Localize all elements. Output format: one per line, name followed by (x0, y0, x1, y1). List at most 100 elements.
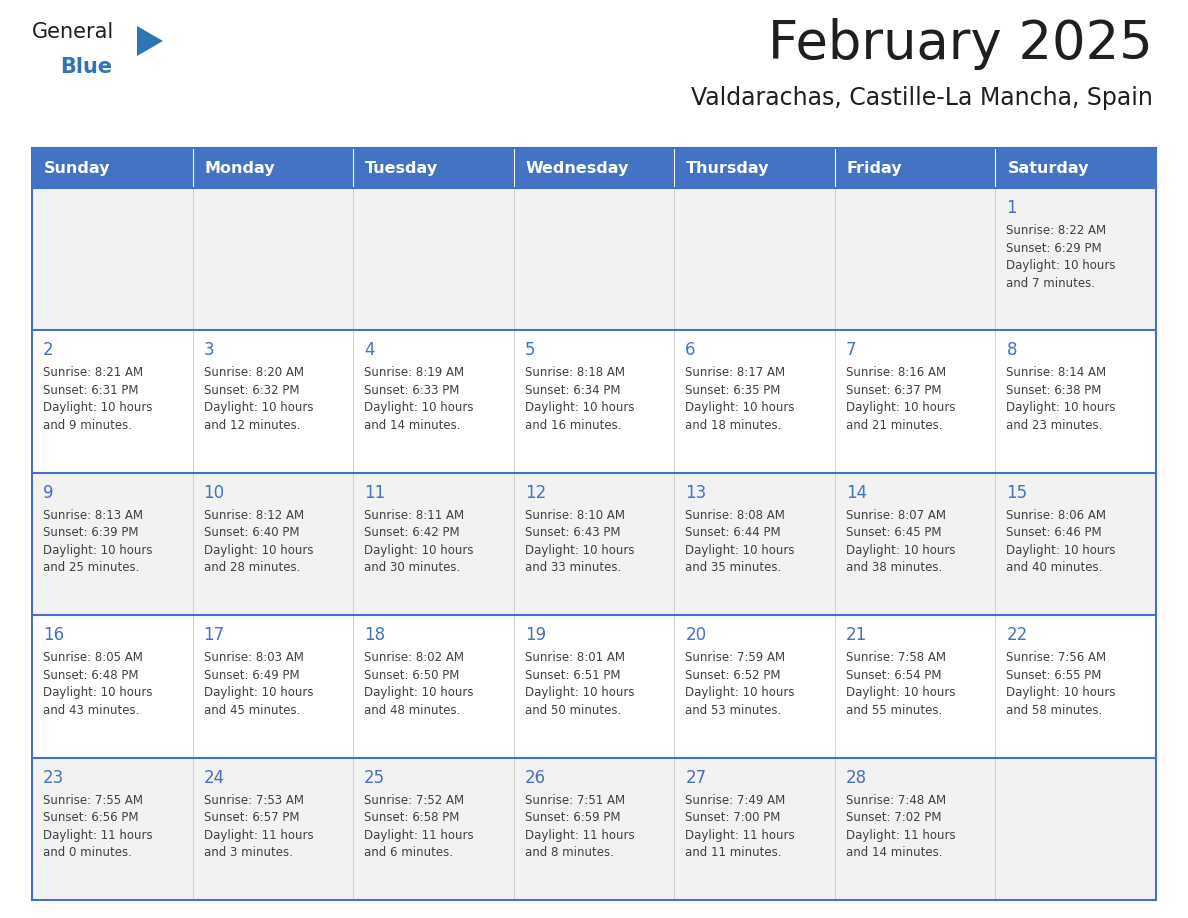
Text: Sunset: 6:54 PM: Sunset: 6:54 PM (846, 668, 941, 682)
Text: 18: 18 (365, 626, 385, 644)
Text: 20: 20 (685, 626, 707, 644)
Text: 11: 11 (365, 484, 385, 502)
Text: and 50 minutes.: and 50 minutes. (525, 704, 621, 717)
Text: 25: 25 (365, 768, 385, 787)
Bar (32, 757, 1156, 900)
Text: 24: 24 (203, 768, 225, 787)
Text: Daylight: 11 hours: Daylight: 11 hours (365, 829, 474, 842)
Text: Sunrise: 7:51 AM: Sunrise: 7:51 AM (525, 793, 625, 807)
Text: and 9 minutes.: and 9 minutes. (43, 419, 132, 431)
Text: 4: 4 (365, 341, 374, 360)
Text: and 12 minutes.: and 12 minutes. (203, 419, 301, 431)
Bar (32, 615, 1156, 757)
Bar (32, 148, 1156, 188)
Text: 27: 27 (685, 768, 707, 787)
Text: Sunset: 6:42 PM: Sunset: 6:42 PM (365, 526, 460, 539)
Text: and 8 minutes.: and 8 minutes. (525, 846, 613, 859)
Text: Sunrise: 8:08 AM: Sunrise: 8:08 AM (685, 509, 785, 521)
Text: Sunday: Sunday (44, 161, 110, 175)
Text: Daylight: 10 hours: Daylight: 10 hours (203, 401, 314, 414)
Text: Daylight: 10 hours: Daylight: 10 hours (43, 401, 152, 414)
Text: Sunrise: 8:16 AM: Sunrise: 8:16 AM (846, 366, 946, 379)
Text: Daylight: 10 hours: Daylight: 10 hours (365, 401, 474, 414)
Text: Blue: Blue (61, 57, 112, 77)
Text: Sunrise: 8:13 AM: Sunrise: 8:13 AM (43, 509, 143, 521)
Text: Saturday: Saturday (1007, 161, 1089, 175)
Text: Daylight: 10 hours: Daylight: 10 hours (365, 543, 474, 557)
Text: and 48 minutes.: and 48 minutes. (365, 704, 461, 717)
Text: Daylight: 10 hours: Daylight: 10 hours (685, 686, 795, 700)
Text: and 40 minutes.: and 40 minutes. (1006, 561, 1102, 575)
Text: Sunset: 6:31 PM: Sunset: 6:31 PM (43, 384, 139, 397)
Text: 17: 17 (203, 626, 225, 644)
Text: Sunrise: 8:07 AM: Sunrise: 8:07 AM (846, 509, 946, 521)
Text: Sunset: 6:43 PM: Sunset: 6:43 PM (525, 526, 620, 539)
Text: Sunset: 6:35 PM: Sunset: 6:35 PM (685, 384, 781, 397)
Text: and 58 minutes.: and 58 minutes. (1006, 704, 1102, 717)
Text: Sunset: 6:29 PM: Sunset: 6:29 PM (1006, 241, 1102, 254)
Text: Daylight: 11 hours: Daylight: 11 hours (43, 829, 152, 842)
Text: and 53 minutes.: and 53 minutes. (685, 704, 782, 717)
Text: Sunrise: 8:14 AM: Sunrise: 8:14 AM (1006, 366, 1106, 379)
Text: Sunrise: 8:06 AM: Sunrise: 8:06 AM (1006, 509, 1106, 521)
Text: and 55 minutes.: and 55 minutes. (846, 704, 942, 717)
Text: and 7 minutes.: and 7 minutes. (1006, 276, 1095, 289)
Text: Sunrise: 7:56 AM: Sunrise: 7:56 AM (1006, 651, 1106, 665)
Text: Wednesday: Wednesday (526, 161, 630, 175)
Text: Daylight: 10 hours: Daylight: 10 hours (846, 686, 955, 700)
Text: Sunrise: 8:12 AM: Sunrise: 8:12 AM (203, 509, 304, 521)
Text: Sunset: 6:52 PM: Sunset: 6:52 PM (685, 668, 781, 682)
Text: 3: 3 (203, 341, 214, 360)
Bar (32, 330, 1156, 473)
Text: Thursday: Thursday (687, 161, 770, 175)
Text: Daylight: 11 hours: Daylight: 11 hours (203, 829, 314, 842)
Text: Sunset: 6:34 PM: Sunset: 6:34 PM (525, 384, 620, 397)
Text: Sunrise: 7:53 AM: Sunrise: 7:53 AM (203, 793, 304, 807)
Text: Sunset: 7:02 PM: Sunset: 7:02 PM (846, 812, 941, 824)
Text: Daylight: 10 hours: Daylight: 10 hours (1006, 686, 1116, 700)
Text: and 33 minutes.: and 33 minutes. (525, 561, 621, 575)
Text: and 18 minutes.: and 18 minutes. (685, 419, 782, 431)
Text: Daylight: 10 hours: Daylight: 10 hours (43, 543, 152, 557)
Text: and 45 minutes.: and 45 minutes. (203, 704, 299, 717)
Text: Sunset: 6:50 PM: Sunset: 6:50 PM (365, 668, 460, 682)
Text: Sunset: 6:56 PM: Sunset: 6:56 PM (43, 812, 139, 824)
Text: Valdarachas, Castille-La Mancha, Spain: Valdarachas, Castille-La Mancha, Spain (691, 86, 1154, 110)
Text: 28: 28 (846, 768, 867, 787)
Text: Daylight: 10 hours: Daylight: 10 hours (43, 686, 152, 700)
Text: Sunset: 6:37 PM: Sunset: 6:37 PM (846, 384, 941, 397)
Text: February 2025: February 2025 (769, 18, 1154, 70)
Text: 2: 2 (43, 341, 53, 360)
Text: 8: 8 (1006, 341, 1017, 360)
Text: and 0 minutes.: and 0 minutes. (43, 846, 132, 859)
Text: Sunset: 6:32 PM: Sunset: 6:32 PM (203, 384, 299, 397)
Text: Monday: Monday (204, 161, 276, 175)
Text: Daylight: 10 hours: Daylight: 10 hours (685, 401, 795, 414)
Text: Daylight: 10 hours: Daylight: 10 hours (525, 401, 634, 414)
Text: Sunrise: 8:21 AM: Sunrise: 8:21 AM (43, 366, 143, 379)
Text: and 25 minutes.: and 25 minutes. (43, 561, 139, 575)
Text: 21: 21 (846, 626, 867, 644)
Bar (32, 188, 1156, 330)
Text: 10: 10 (203, 484, 225, 502)
Text: Sunrise: 8:03 AM: Sunrise: 8:03 AM (203, 651, 303, 665)
Text: Daylight: 11 hours: Daylight: 11 hours (685, 829, 795, 842)
Text: and 11 minutes.: and 11 minutes. (685, 846, 782, 859)
Text: 7: 7 (846, 341, 857, 360)
Text: Daylight: 10 hours: Daylight: 10 hours (685, 543, 795, 557)
Text: Sunset: 6:58 PM: Sunset: 6:58 PM (365, 812, 460, 824)
Text: Daylight: 10 hours: Daylight: 10 hours (1006, 259, 1116, 272)
Text: Sunrise: 8:01 AM: Sunrise: 8:01 AM (525, 651, 625, 665)
Text: Sunrise: 7:48 AM: Sunrise: 7:48 AM (846, 793, 946, 807)
Text: Sunrise: 8:18 AM: Sunrise: 8:18 AM (525, 366, 625, 379)
Text: Sunrise: 8:17 AM: Sunrise: 8:17 AM (685, 366, 785, 379)
Text: Sunset: 6:48 PM: Sunset: 6:48 PM (43, 668, 139, 682)
Text: Sunrise: 7:55 AM: Sunrise: 7:55 AM (43, 793, 143, 807)
Text: Daylight: 10 hours: Daylight: 10 hours (525, 686, 634, 700)
Text: Sunset: 6:40 PM: Sunset: 6:40 PM (203, 526, 299, 539)
Text: Sunset: 6:39 PM: Sunset: 6:39 PM (43, 526, 139, 539)
Text: and 23 minutes.: and 23 minutes. (1006, 419, 1102, 431)
Text: Sunset: 6:59 PM: Sunset: 6:59 PM (525, 812, 620, 824)
Text: and 43 minutes.: and 43 minutes. (43, 704, 139, 717)
Text: and 28 minutes.: and 28 minutes. (203, 561, 299, 575)
